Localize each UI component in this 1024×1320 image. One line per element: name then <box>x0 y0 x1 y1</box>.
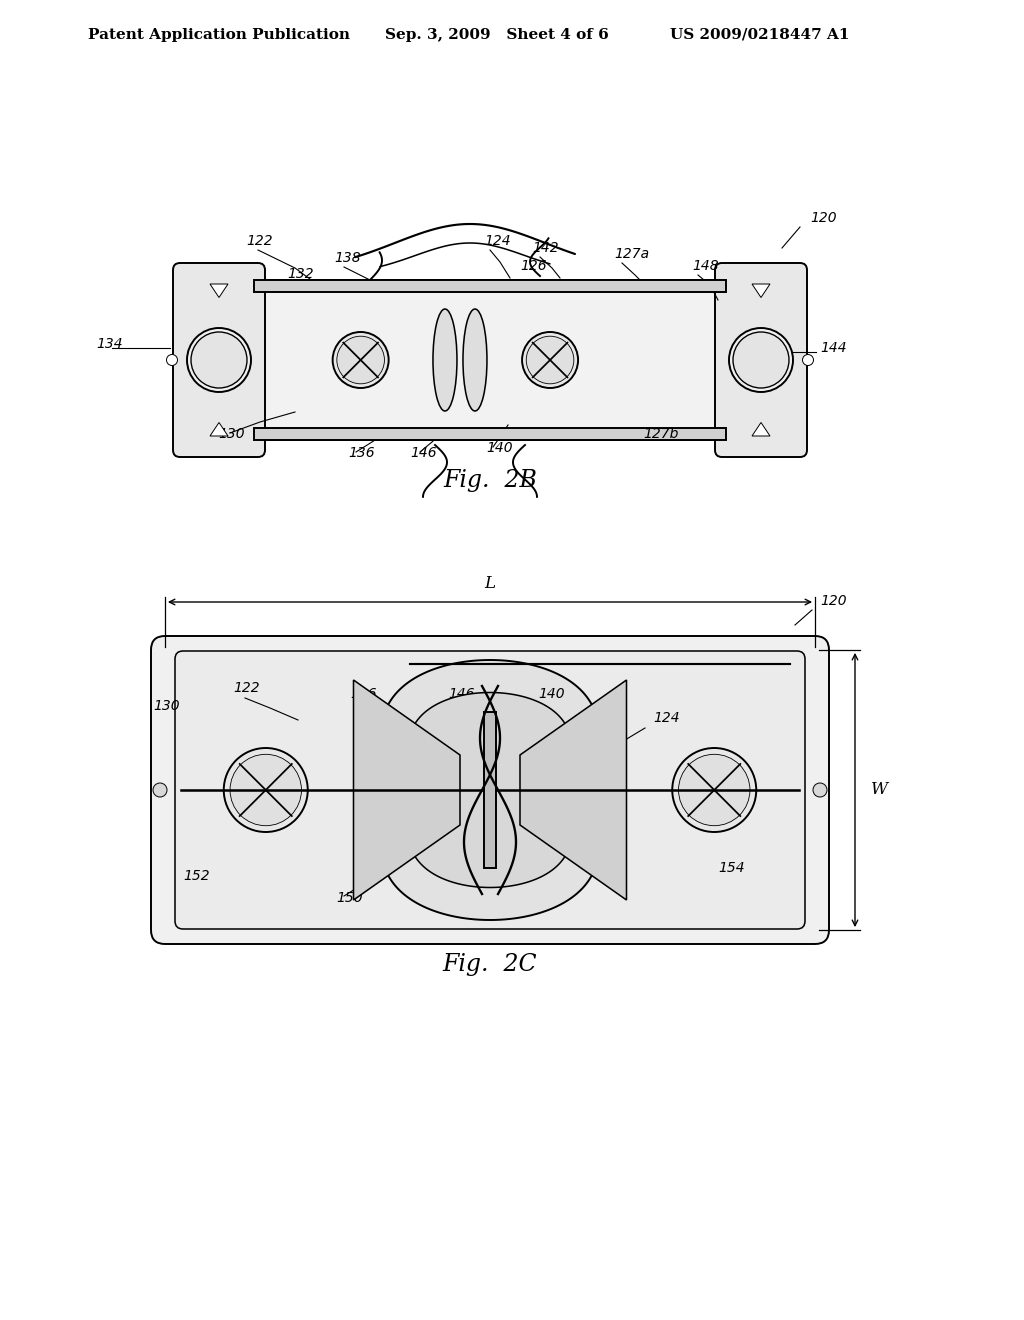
Circle shape <box>803 355 813 366</box>
Polygon shape <box>752 284 770 297</box>
Text: 144: 144 <box>820 341 847 355</box>
Circle shape <box>153 783 167 797</box>
Text: 154: 154 <box>718 861 744 875</box>
Text: 140: 140 <box>486 441 513 455</box>
Text: 136: 136 <box>350 686 377 701</box>
Ellipse shape <box>433 309 457 411</box>
Text: 150: 150 <box>500 711 526 726</box>
Circle shape <box>672 748 757 832</box>
Text: 146: 146 <box>410 446 436 459</box>
Text: 127b: 127b <box>643 426 678 441</box>
Text: 132: 132 <box>287 267 313 281</box>
Text: 124: 124 <box>653 711 680 725</box>
Circle shape <box>333 333 389 388</box>
Text: US 2009/0218447 A1: US 2009/0218447 A1 <box>670 28 850 42</box>
Text: 134: 134 <box>96 337 123 351</box>
FancyBboxPatch shape <box>175 651 805 929</box>
Polygon shape <box>752 422 770 436</box>
Circle shape <box>729 327 793 392</box>
Circle shape <box>224 748 308 832</box>
Circle shape <box>167 355 177 366</box>
Bar <box>484 711 496 869</box>
Text: 120: 120 <box>810 211 837 224</box>
Text: 124: 124 <box>484 234 511 248</box>
Circle shape <box>522 333 579 388</box>
Ellipse shape <box>463 309 487 411</box>
Polygon shape <box>353 680 460 900</box>
Text: 120: 120 <box>820 594 847 609</box>
Text: L: L <box>484 576 496 591</box>
Text: Sep. 3, 2009   Sheet 4 of 6: Sep. 3, 2009 Sheet 4 of 6 <box>385 28 608 42</box>
Polygon shape <box>409 693 571 887</box>
Text: 127a: 127a <box>614 247 649 261</box>
Circle shape <box>526 337 573 384</box>
Circle shape <box>679 754 750 826</box>
FancyBboxPatch shape <box>715 263 807 457</box>
Text: 142: 142 <box>532 242 559 255</box>
Text: 122: 122 <box>233 681 260 696</box>
Text: 130: 130 <box>218 426 245 441</box>
Text: Fig.  2C: Fig. 2C <box>442 953 538 977</box>
Circle shape <box>337 337 384 384</box>
Circle shape <box>187 327 251 392</box>
Text: 148: 148 <box>692 259 719 273</box>
Circle shape <box>733 333 790 388</box>
Bar <box>254 428 726 440</box>
Circle shape <box>191 333 247 388</box>
FancyBboxPatch shape <box>173 263 265 457</box>
Text: W: W <box>871 781 888 799</box>
Polygon shape <box>210 422 228 436</box>
FancyBboxPatch shape <box>151 636 829 944</box>
Polygon shape <box>381 660 599 920</box>
Text: 152: 152 <box>183 869 210 883</box>
Circle shape <box>813 783 827 797</box>
Text: Patent Application Publication: Patent Application Publication <box>88 28 350 42</box>
Text: 138: 138 <box>334 251 360 265</box>
Text: 146: 146 <box>449 686 475 701</box>
Text: 122: 122 <box>246 234 272 248</box>
Polygon shape <box>210 284 228 297</box>
Text: 136: 136 <box>348 446 375 459</box>
Text: 126: 126 <box>520 259 547 273</box>
Text: 130: 130 <box>153 700 179 713</box>
Ellipse shape <box>536 758 568 822</box>
Bar <box>254 280 726 440</box>
Bar <box>254 280 726 292</box>
Circle shape <box>230 754 301 826</box>
Text: 140: 140 <box>538 686 564 701</box>
Polygon shape <box>520 680 627 900</box>
Ellipse shape <box>412 758 444 822</box>
Text: Fig.  2B: Fig. 2B <box>443 469 537 491</box>
Text: 150: 150 <box>336 891 362 906</box>
